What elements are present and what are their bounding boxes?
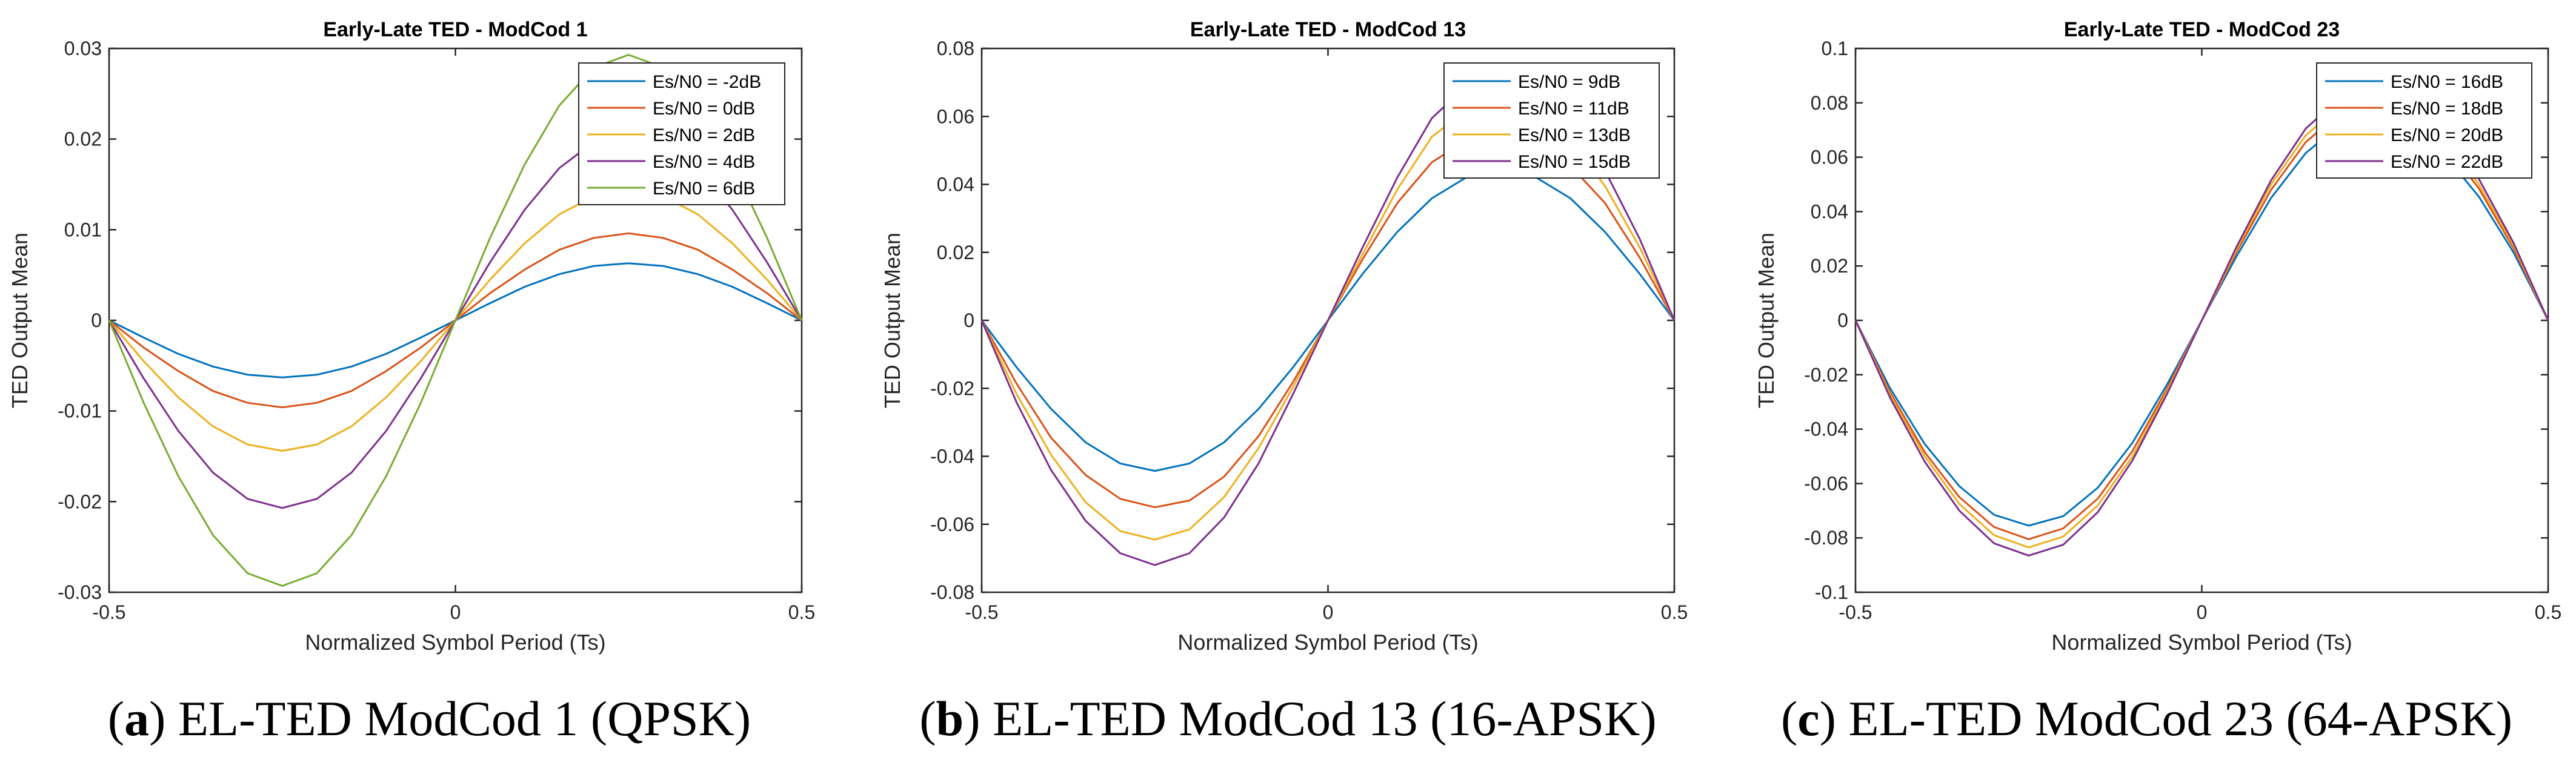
chart-b-legend-entry-2: Es/N0 = 11dB bbox=[1518, 99, 1629, 119]
chart-a-legend-entry-5: Es/N0 = 6dB bbox=[653, 179, 755, 199]
chart-c-ytick-label: -0.08 bbox=[1804, 527, 1848, 549]
chart-a-ytick-label: -0.03 bbox=[58, 581, 102, 603]
chart-b-xtick-label: -0.5 bbox=[965, 601, 998, 623]
chart-b-xlabel: Normalized Symbol Period (Ts) bbox=[1177, 630, 1478, 655]
chart-c-ylabel: TED Output Mean bbox=[1754, 233, 1779, 408]
chart-b-ytick-label: 0.04 bbox=[937, 174, 974, 196]
caption-b-open: ( bbox=[919, 691, 936, 746]
chart-c-ytick-label: 0.1 bbox=[1822, 38, 1848, 59]
caption-b: (b) EL-TED ModCod 13 (16-APSK) bbox=[859, 690, 1717, 747]
caption-b-letter: b bbox=[936, 691, 964, 746]
chart-b-legend-entry-4: Es/N0 = 15dB bbox=[1518, 152, 1631, 172]
caption-c-letter: c bbox=[1797, 691, 1820, 746]
caption-b-close: ) bbox=[964, 691, 980, 746]
chart-b-legend-entry-3: Es/N0 = 13dB bbox=[1518, 125, 1631, 145]
chart-b-ytick-label: -0.02 bbox=[930, 377, 974, 399]
chart-c-title: Early-Late TED - ModCod 23 bbox=[2064, 18, 2340, 41]
chart-c-xlabel: Normalized Symbol Period (Ts) bbox=[2051, 630, 2352, 655]
chart-c-ytick-label: -0.1 bbox=[1815, 581, 1848, 603]
caption-a-open: ( bbox=[107, 691, 125, 746]
chart-c-ytick-label: 0 bbox=[1837, 309, 1848, 331]
chart-b-legend-box bbox=[1443, 62, 1660, 179]
chart-b-ytick-label: -0.06 bbox=[930, 514, 974, 535]
chart-c-xtick-label: 0 bbox=[2197, 601, 2208, 623]
chart-b-ytick-label: -0.04 bbox=[930, 446, 974, 468]
chart-c-legend-entry-2: Es/N0 = 18dB bbox=[2391, 99, 2503, 119]
chart-c-legend-entry-3: Es/N0 = 20dB bbox=[2391, 125, 2503, 145]
chart-a-ytick-label: 0 bbox=[91, 309, 102, 331]
chart-a-ytick-label: -0.02 bbox=[58, 491, 102, 512]
chart-a-xlabel: Normalized Symbol Period (Ts) bbox=[305, 630, 605, 655]
caption-c-open: ( bbox=[1780, 691, 1798, 746]
chart-a-xtick-label: 0 bbox=[450, 601, 461, 623]
chart-c-ytick-label: 0.02 bbox=[1811, 255, 1848, 277]
chart-a-ytick-label: 0.01 bbox=[64, 219, 102, 240]
chart-a-xtick-label: 0.5 bbox=[788, 601, 815, 623]
chart-a-title: Early-Late TED - ModCod 1 bbox=[323, 18, 587, 41]
chart-c-ytick-label: -0.06 bbox=[1804, 472, 1848, 494]
chart-a-legend-entry-2: Es/N0 = 0dB bbox=[653, 99, 755, 119]
chart-a-ytick-label: 0.03 bbox=[64, 38, 102, 59]
chart-b-ytick-label: 0.06 bbox=[937, 105, 974, 127]
chart-b-ytick-label: 0 bbox=[964, 309, 974, 331]
caption-a-text: EL-TED ModCod 1 (QPSK) bbox=[165, 691, 751, 746]
chart-a-ytick-label: 0.02 bbox=[64, 128, 102, 150]
caption-a-letter: a bbox=[124, 691, 150, 746]
chart-c-legend-box bbox=[2316, 62, 2532, 179]
chart-a-ylabel: TED Output Mean bbox=[7, 233, 32, 408]
chart-a-xtick-label: -0.5 bbox=[92, 601, 125, 623]
chart-c-legend-entry-4: Es/N0 = 22dB bbox=[2391, 152, 2503, 172]
chart-c-ytick-label: -0.02 bbox=[1804, 364, 1848, 386]
caption-b-text: EL-TED ModCod 13 (16-APSK) bbox=[980, 691, 1657, 746]
chart-c-ytick-label: 0.06 bbox=[1811, 147, 1848, 168]
caption-a: (a) EL-TED ModCod 1 (QPSK) bbox=[0, 690, 859, 747]
chart-b-xtick-label: 0.5 bbox=[1661, 601, 1688, 623]
chart-c-ytick-label: -0.04 bbox=[1804, 418, 1848, 440]
chart-c-xtick-label: 0.5 bbox=[2535, 601, 2561, 623]
chart-a-ytick-label: -0.01 bbox=[58, 400, 102, 422]
caption-c-close: ) bbox=[1819, 691, 1836, 746]
chart-b-ytick-label: 0.08 bbox=[937, 38, 974, 59]
chart-c-xtick-label: -0.5 bbox=[1839, 601, 1872, 623]
chart-b-legend-entry-1: Es/N0 = 9dB bbox=[1518, 72, 1620, 92]
chart-c-ytick-label: 0.08 bbox=[1811, 92, 1848, 114]
chart-c-legend-entry-1: Es/N0 = 16dB bbox=[2391, 72, 2503, 92]
caption-c-text: EL-TED ModCod 23 (64-APSK) bbox=[1835, 691, 2513, 746]
chart-a-legend-entry-3: Es/N0 = 2dB bbox=[653, 125, 755, 145]
chart-b-ytick-label: -0.08 bbox=[930, 581, 974, 603]
caption-c: (c) EL-TED ModCod 23 (64-APSK) bbox=[1717, 690, 2576, 747]
chart-a-legend-entry-1: Es/N0 = -2dB bbox=[653, 72, 761, 92]
chart-b-ylabel: TED Output Mean bbox=[880, 233, 905, 408]
chart-c-ytick-label: 0.04 bbox=[1811, 200, 1848, 222]
caption-a-close: ) bbox=[149, 691, 166, 746]
chart-a-legend-entry-4: Es/N0 = 4dB bbox=[653, 152, 755, 172]
chart-b-title: Early-Late TED - ModCod 13 bbox=[1190, 18, 1466, 41]
chart-b-ytick-label: 0.02 bbox=[937, 242, 974, 263]
chart-b-xtick-label: 0 bbox=[1323, 601, 1334, 623]
